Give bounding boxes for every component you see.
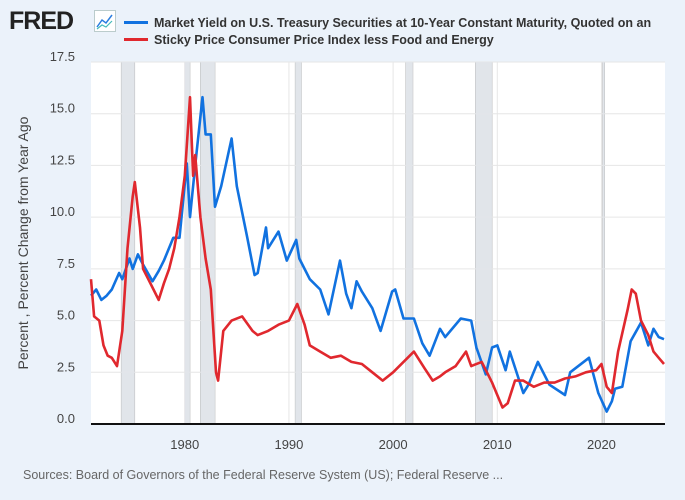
plot-area [91,62,665,424]
recession-shade [602,62,605,424]
y-tick-label: 15.0 [50,101,75,116]
legend-swatch-blue [124,21,148,24]
x-tick-label: 1990 [274,437,303,452]
legend-label: Market Yield on U.S. Treasury Securities… [154,15,652,30]
legend: Market Yield on U.S. Treasury Securities… [124,14,651,48]
recession-shade [184,62,190,424]
y-tick-label: 2.5 [57,359,75,374]
x-tick-label: 2000 [379,437,408,452]
recession-shade [295,62,302,424]
legend-item-treasury[interactable]: Market Yield on U.S. Treasury Securities… [124,14,651,31]
series-line-cpi [89,95,665,409]
series-line-treasury [90,95,665,413]
source-note: Sources: Board of Governors of the Feder… [23,468,504,482]
x-tick-label: 2010 [483,437,512,452]
legend-swatch-red [124,38,148,41]
y-tick-label: 7.5 [57,256,75,271]
y-tick-label: 17.5 [50,49,75,64]
y-tick-label: 5.0 [57,308,75,323]
recession-shade [475,62,493,424]
x-tick-label: 1980 [170,437,199,452]
fred-logo[interactable]: FRED [9,7,74,35]
legend-item-cpi[interactable]: Sticky Price Consumer Price Index less F… [124,31,651,48]
x-tick-label: 2020 [587,437,616,452]
y-axis-label: Percent , Percent Change from Year Ago [15,116,31,369]
recession-shade [405,62,413,424]
line-chart-icon[interactable] [94,10,116,32]
y-tick-label: 10.0 [50,204,75,219]
y-tick-label: 0.0 [57,411,75,426]
y-tick-label: 12.5 [50,152,75,167]
legend-label: Sticky Price Consumer Price Index less F… [154,32,494,47]
